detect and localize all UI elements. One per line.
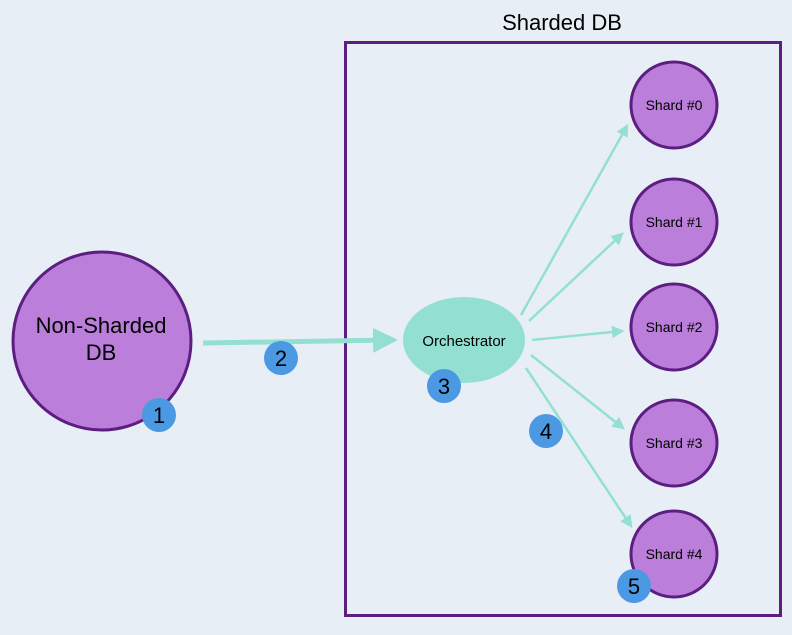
shard-4-circle — [629, 509, 719, 599]
shard-node-4[interactable]: Shard #4 — [629, 509, 719, 599]
shard-node-2[interactable]: Shard #2 — [629, 282, 719, 372]
shard-node-1[interactable]: Shard #1 — [629, 177, 719, 267]
shard-1-label: Shard #1 — [646, 214, 703, 230]
non-sharded-db-label-line2: DB — [86, 340, 117, 365]
arrow-to-shard-2 — [531, 325, 625, 342]
step-badge-4-label: 4 — [540, 419, 552, 444]
shard-3-label: Shard #3 — [646, 435, 703, 451]
arrow-to-shard-3 — [530, 354, 625, 430]
sharded-db-container — [344, 41, 782, 617]
step-badge-2-circle — [264, 341, 298, 375]
migration-arrow — [202, 327, 398, 353]
non-sharded-db-circle — [11, 250, 193, 432]
arrow-to-shard-1 — [528, 232, 624, 322]
step-badge-5-circle — [617, 569, 651, 603]
arrow-to-shard-0 — [519, 123, 629, 316]
step-badge-4-circle — [529, 414, 563, 448]
shard-2-circle — [629, 282, 719, 372]
shard-2-label: Shard #2 — [646, 319, 703, 335]
shard-0-circle — [629, 60, 719, 150]
step-badge-3-circle — [427, 369, 461, 403]
shard-0-label: Shard #0 — [646, 97, 703, 113]
shard-3-circle — [629, 398, 719, 488]
step-badge-1: 1 — [142, 398, 176, 432]
step-badge-2-label: 2 — [275, 346, 287, 371]
step-badge-3-label: 3 — [438, 374, 450, 399]
non-sharded-db-node[interactable]: Non-Sharded DB — [11, 250, 193, 432]
step-badge-1-label: 1 — [153, 403, 165, 428]
orchestrator-ellipse — [403, 297, 525, 383]
step-badge-4: 4 — [529, 414, 563, 448]
non-sharded-db-label: Non-Sharded — [36, 313, 167, 338]
step-badge-3: 3 — [427, 369, 461, 403]
shard-node-0[interactable]: Shard #0 — [629, 60, 719, 150]
step-badge-1-circle — [142, 398, 176, 432]
shard-4-label: Shard #4 — [646, 546, 703, 562]
step-badge-5-label: 5 — [628, 574, 640, 599]
shard-node-3[interactable]: Shard #3 — [629, 398, 719, 488]
shard-1-circle — [629, 177, 719, 267]
container-title: Sharded DB — [502, 10, 622, 35]
orchestrator-node[interactable]: Orchestrator — [403, 297, 525, 383]
orchestrator-label: Orchestrator — [422, 333, 505, 350]
arrow-to-shard-4 — [524, 367, 633, 529]
step-badge-2: 2 — [264, 341, 298, 375]
step-badge-5: 5 — [617, 569, 651, 603]
